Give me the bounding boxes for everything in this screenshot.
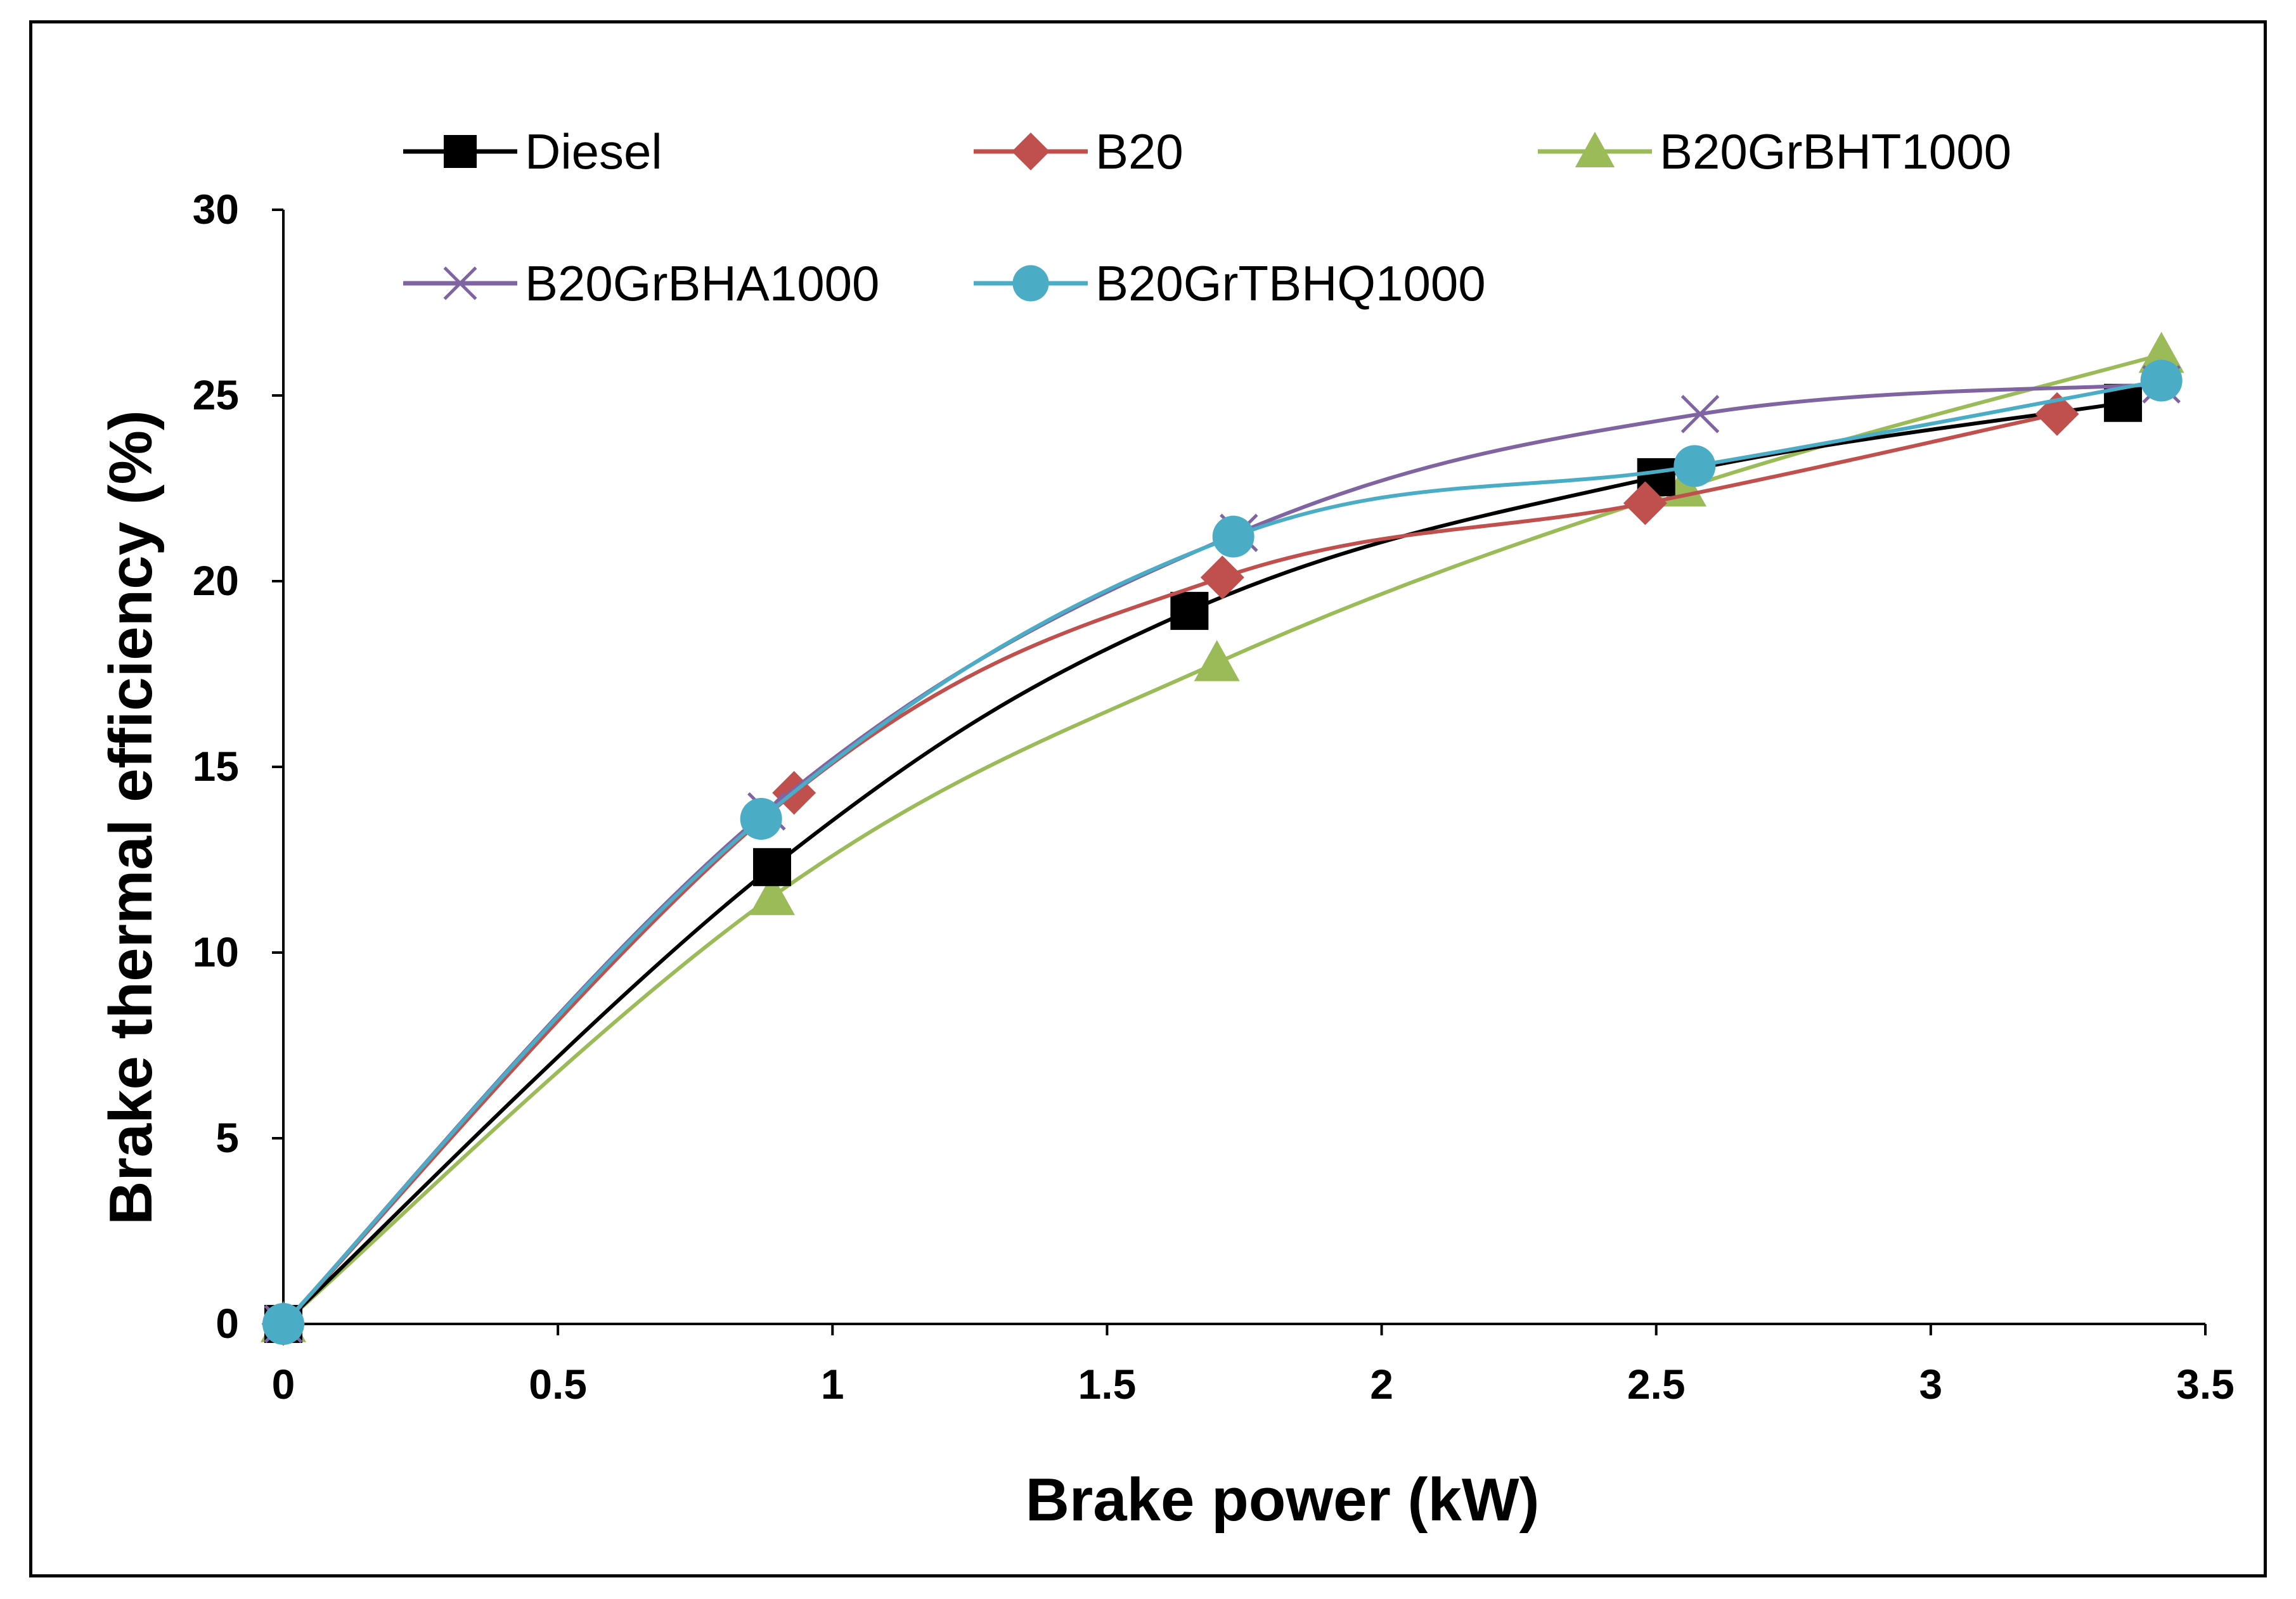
y-tick-label: 10 xyxy=(193,928,239,975)
data-point-b20 xyxy=(1200,555,1244,600)
legend-label-b20grbht1000: B20GrBHT1000 xyxy=(1660,124,2011,179)
y-tick-label: 30 xyxy=(193,186,239,233)
legend-marker-b20 xyxy=(1012,132,1050,170)
legend-marker-b20grtbhq1000 xyxy=(1012,265,1049,302)
x-tick-label: 2 xyxy=(1370,1361,1393,1408)
legend-item-diesel: Diesel xyxy=(403,124,662,179)
series-b20grbht1000 xyxy=(261,331,2184,1342)
data-point-b20grbht1000 xyxy=(2138,331,2184,373)
legend-marker-b20grbha1000 xyxy=(443,266,477,300)
x-axis-title: Brake power (kW) xyxy=(1026,1466,1540,1534)
legend-marker-diesel xyxy=(444,135,477,168)
data-point-b20grtbhq1000 xyxy=(1674,445,1716,487)
legend-item-b20grtbhq1000: B20GrTBHQ1000 xyxy=(974,255,1486,311)
series-line-diesel xyxy=(281,401,2125,1326)
legend-item-b20grbha1000: B20GrBHA1000 xyxy=(403,255,879,311)
series-b20 xyxy=(261,392,2079,1346)
data-point-diesel xyxy=(1170,591,1209,630)
series-group xyxy=(261,331,2184,1346)
x-marker-stroke xyxy=(1680,395,1720,433)
x-marker-stroke xyxy=(443,266,477,300)
legend-item-b20grbht1000: B20GrBHT1000 xyxy=(1538,124,2011,179)
legend-item-b20: B20 xyxy=(974,124,1183,179)
y-axis-title: Brake thermal efficiency (%) xyxy=(97,410,165,1225)
data-point-diesel xyxy=(752,848,791,887)
x-tick-label: 3.5 xyxy=(2176,1361,2235,1408)
axes: 0 5 10 15 20 25 30 0 0.5 1 1.5 2 2.5 3 3.5 xyxy=(193,186,2235,1408)
x-tick-label: 0.5 xyxy=(529,1361,587,1408)
data-point-b20 xyxy=(1623,481,1667,525)
series-line-b20grtbhq1000 xyxy=(281,378,2164,1326)
series-diesel xyxy=(264,383,2143,1343)
data-point-b20grtbhq1000 xyxy=(2140,359,2183,402)
x-tick-label: 1.5 xyxy=(1078,1361,1137,1408)
y-tick-label: 5 xyxy=(216,1114,239,1161)
y-tick-label: 0 xyxy=(216,1300,239,1347)
x-tick-label: 1 xyxy=(821,1361,844,1408)
line-chart: 0 5 10 15 20 25 30 0 0.5 1 1.5 2 2.5 3 3.5 Diesel B20 B2… xyxy=(97,124,2235,1534)
series-line-b20grbht1000 xyxy=(281,352,2164,1326)
data-point-b20grtbhq1000 xyxy=(262,1303,304,1345)
legend-label-b20grbha1000: B20GrBHA1000 xyxy=(525,255,879,311)
data-point-b20grtbhq1000 xyxy=(1212,515,1254,558)
legend-label-diesel: Diesel xyxy=(525,124,662,179)
series-line-b20 xyxy=(281,412,2060,1326)
series-b20grtbhq1000 xyxy=(262,359,2183,1345)
series-b20grbha1000 xyxy=(264,365,2181,1344)
chart-frame: 0 5 10 15 20 25 30 0 0.5 1 1.5 2 2.5 3 3.5 Diesel B20 B2… xyxy=(29,20,2267,1577)
data-point-b20grtbhq1000 xyxy=(740,798,782,840)
x-tick-label: 2.5 xyxy=(1627,1361,1686,1408)
legend: Diesel B20 B20GrBHT1000 B20GrBHA1000 B20GrTB… xyxy=(403,124,2011,311)
x-tick-label: 3 xyxy=(1919,1361,1942,1408)
y-tick-label: 25 xyxy=(193,371,239,418)
legend-label-b20grtbhq1000: B20GrTBHQ1000 xyxy=(1095,255,1486,311)
legend-marker-b20grbht1000 xyxy=(1575,131,1615,167)
y-tick-label: 15 xyxy=(193,743,239,790)
data-point-b20grbht1000 xyxy=(1194,639,1240,681)
x-tick-label: 0 xyxy=(272,1361,295,1408)
y-tick-label: 20 xyxy=(193,557,239,604)
data-point-b20grbht1000 xyxy=(749,874,795,915)
data-point-b20grbha1000 xyxy=(1680,395,1720,433)
legend-label-b20: B20 xyxy=(1095,124,1183,179)
